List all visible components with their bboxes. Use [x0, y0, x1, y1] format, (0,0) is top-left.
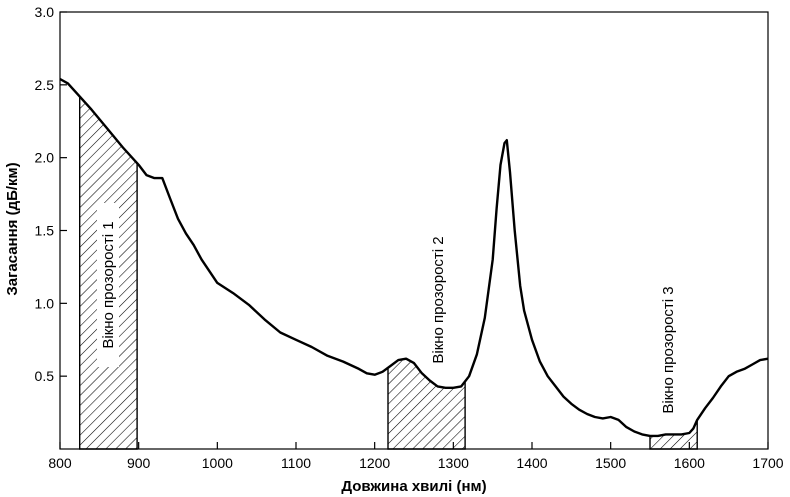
transparency-window-2 — [387, 357, 466, 450]
x-tick-label: 1300 — [438, 455, 469, 471]
y-tick-label: 1.0 — [35, 295, 55, 311]
y-tick-label: 2.0 — [35, 150, 55, 166]
x-tick-label: 900 — [127, 455, 151, 471]
series-line-attenuation — [59, 77, 769, 438]
window-label-3: Вікно прозорості 3 — [660, 286, 677, 413]
x-tick-label: 800 — [48, 455, 72, 471]
x-tick-label: 1700 — [752, 455, 783, 471]
y-tick-label: 0.5 — [35, 368, 55, 384]
x-tick-label: 1600 — [674, 455, 705, 471]
y-tick-label: 2.5 — [35, 77, 55, 93]
y-tick-label: 3.0 — [35, 4, 55, 20]
axis-ticks: 800 900 1000 1100 1200 1300 1400 1500 1600 1700 0.… — [35, 4, 784, 471]
transparency-windows: Вікно прозорості 1 Вікно прозорості 2 Вікн… — [79, 94, 698, 450]
window-label-background — [97, 203, 119, 367]
x-tick-label: 1200 — [359, 455, 390, 471]
x-tick-label: 1500 — [595, 455, 626, 471]
x-tick-label: 1400 — [516, 455, 547, 471]
x-tick-label: 1100 — [281, 455, 311, 471]
x-axis-title: Довжина хвилі (нм) — [341, 478, 486, 495]
y-axis-title: Загасання (дБ/км) — [4, 162, 21, 295]
window-label-1: Вікно прозорості 1 — [100, 221, 117, 348]
window-label-2: Вікно прозорості 2 — [430, 236, 447, 363]
y-tick-label: 1.5 — [35, 223, 55, 239]
x-tick-label: 1000 — [202, 455, 233, 471]
